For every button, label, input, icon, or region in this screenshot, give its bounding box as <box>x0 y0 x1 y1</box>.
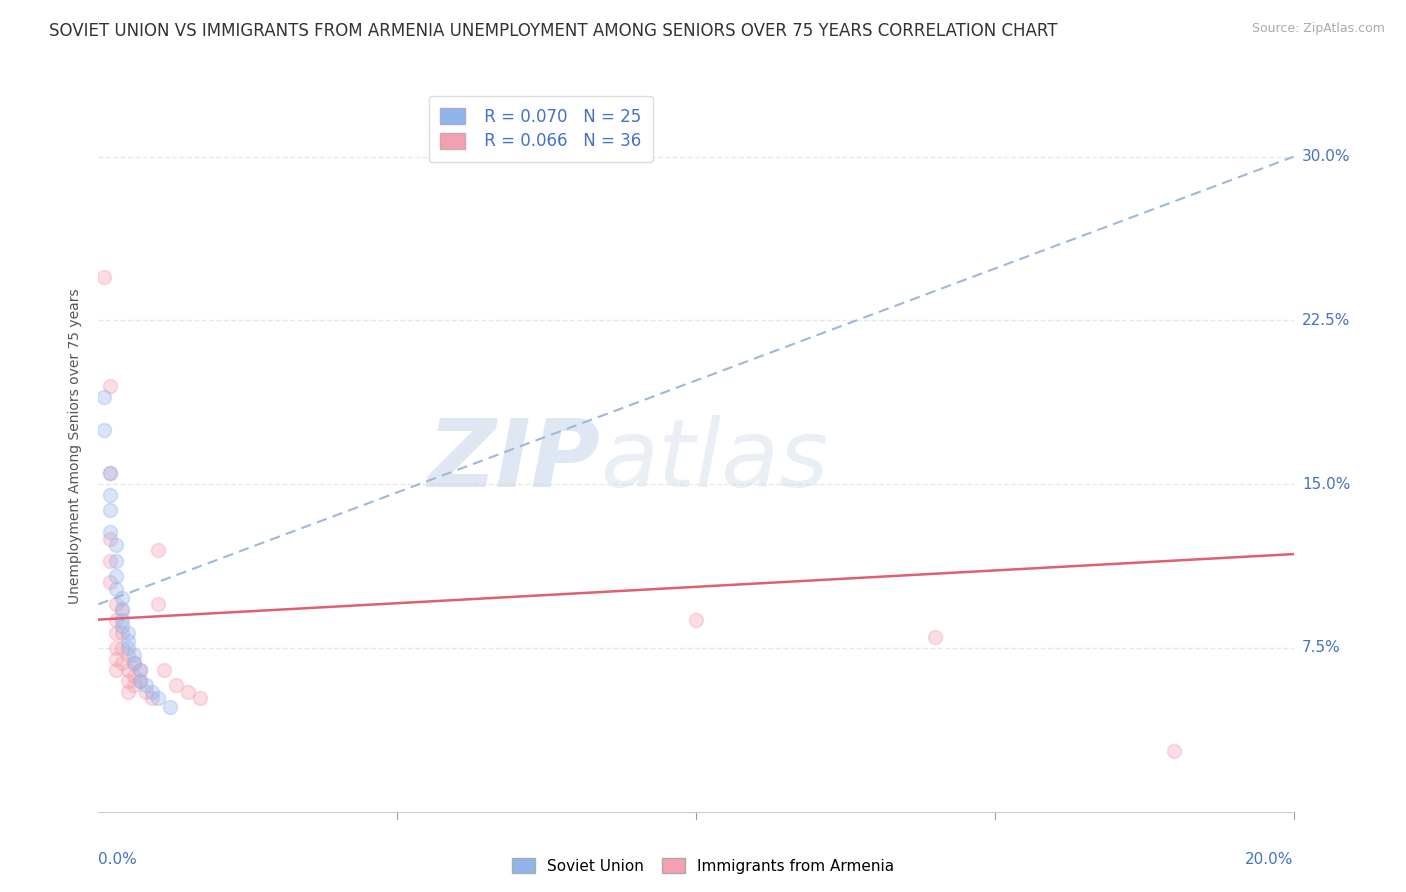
Point <box>188 691 211 706</box>
Point <box>98 467 122 481</box>
Point <box>159 700 181 714</box>
Point <box>124 657 146 671</box>
Point <box>135 684 157 698</box>
Point <box>129 673 152 688</box>
Point <box>111 613 134 627</box>
Point <box>105 582 128 596</box>
Point <box>129 663 152 677</box>
Point <box>685 613 707 627</box>
Point <box>98 488 122 502</box>
Point <box>141 691 163 706</box>
Text: atlas: atlas <box>600 415 828 506</box>
Point <box>105 652 128 666</box>
Point <box>135 678 157 692</box>
Text: ZIP: ZIP <box>427 415 600 507</box>
Point <box>924 630 946 644</box>
Point <box>117 640 139 655</box>
Point <box>1163 743 1185 757</box>
Point <box>93 269 115 284</box>
Point <box>105 613 128 627</box>
Point <box>153 663 176 677</box>
Text: SOVIET UNION VS IMMIGRANTS FROM ARMENIA UNEMPLOYMENT AMONG SENIORS OVER 75 YEARS: SOVIET UNION VS IMMIGRANTS FROM ARMENIA … <box>49 22 1057 40</box>
Text: 20.0%: 20.0% <box>1246 852 1294 867</box>
Point <box>117 625 139 640</box>
Text: Source: ZipAtlas.com: Source: ZipAtlas.com <box>1251 22 1385 36</box>
Point <box>98 467 122 481</box>
Point <box>111 601 134 615</box>
Point <box>117 663 139 677</box>
Point <box>148 542 170 557</box>
Point <box>93 390 115 404</box>
Point <box>105 640 128 655</box>
Point <box>129 673 152 688</box>
Point <box>111 619 134 633</box>
Point <box>111 591 134 605</box>
Point <box>98 554 122 568</box>
Text: 22.5%: 22.5% <box>1302 313 1350 328</box>
Point <box>105 663 128 677</box>
Text: 15.0%: 15.0% <box>1302 476 1350 491</box>
Point <box>111 604 134 618</box>
Legend:  R = 0.070   N = 25,  R = 0.066   N = 36: R = 0.070 N = 25, R = 0.066 N = 36 <box>429 96 652 162</box>
Point <box>165 678 187 692</box>
Point <box>105 625 128 640</box>
Point <box>111 625 134 640</box>
Point <box>148 691 170 706</box>
Text: 0.0%: 0.0% <box>98 852 138 867</box>
Text: 30.0%: 30.0% <box>1302 149 1350 164</box>
Point <box>98 575 122 590</box>
Y-axis label: Unemployment Among Seniors over 75 years: Unemployment Among Seniors over 75 years <box>69 288 83 604</box>
Point <box>117 673 139 688</box>
Point <box>124 678 146 692</box>
Point <box>117 634 139 648</box>
Point <box>105 538 128 552</box>
Point <box>117 648 139 662</box>
Point <box>105 569 128 583</box>
Point <box>98 379 122 393</box>
Point <box>177 684 200 698</box>
Point <box>98 503 122 517</box>
Point <box>93 423 115 437</box>
Point <box>105 554 128 568</box>
Point <box>148 597 170 611</box>
Point <box>124 669 146 683</box>
Point <box>111 640 134 655</box>
Point <box>98 532 122 546</box>
Point <box>111 657 134 671</box>
Point <box>105 597 128 611</box>
Point <box>129 663 152 677</box>
Point <box>98 525 122 540</box>
Point <box>117 684 139 698</box>
Point <box>141 684 163 698</box>
Point <box>124 657 146 671</box>
Legend: Soviet Union, Immigrants from Armenia: Soviet Union, Immigrants from Armenia <box>506 852 900 880</box>
Text: 7.5%: 7.5% <box>1302 640 1340 656</box>
Point <box>124 648 146 662</box>
